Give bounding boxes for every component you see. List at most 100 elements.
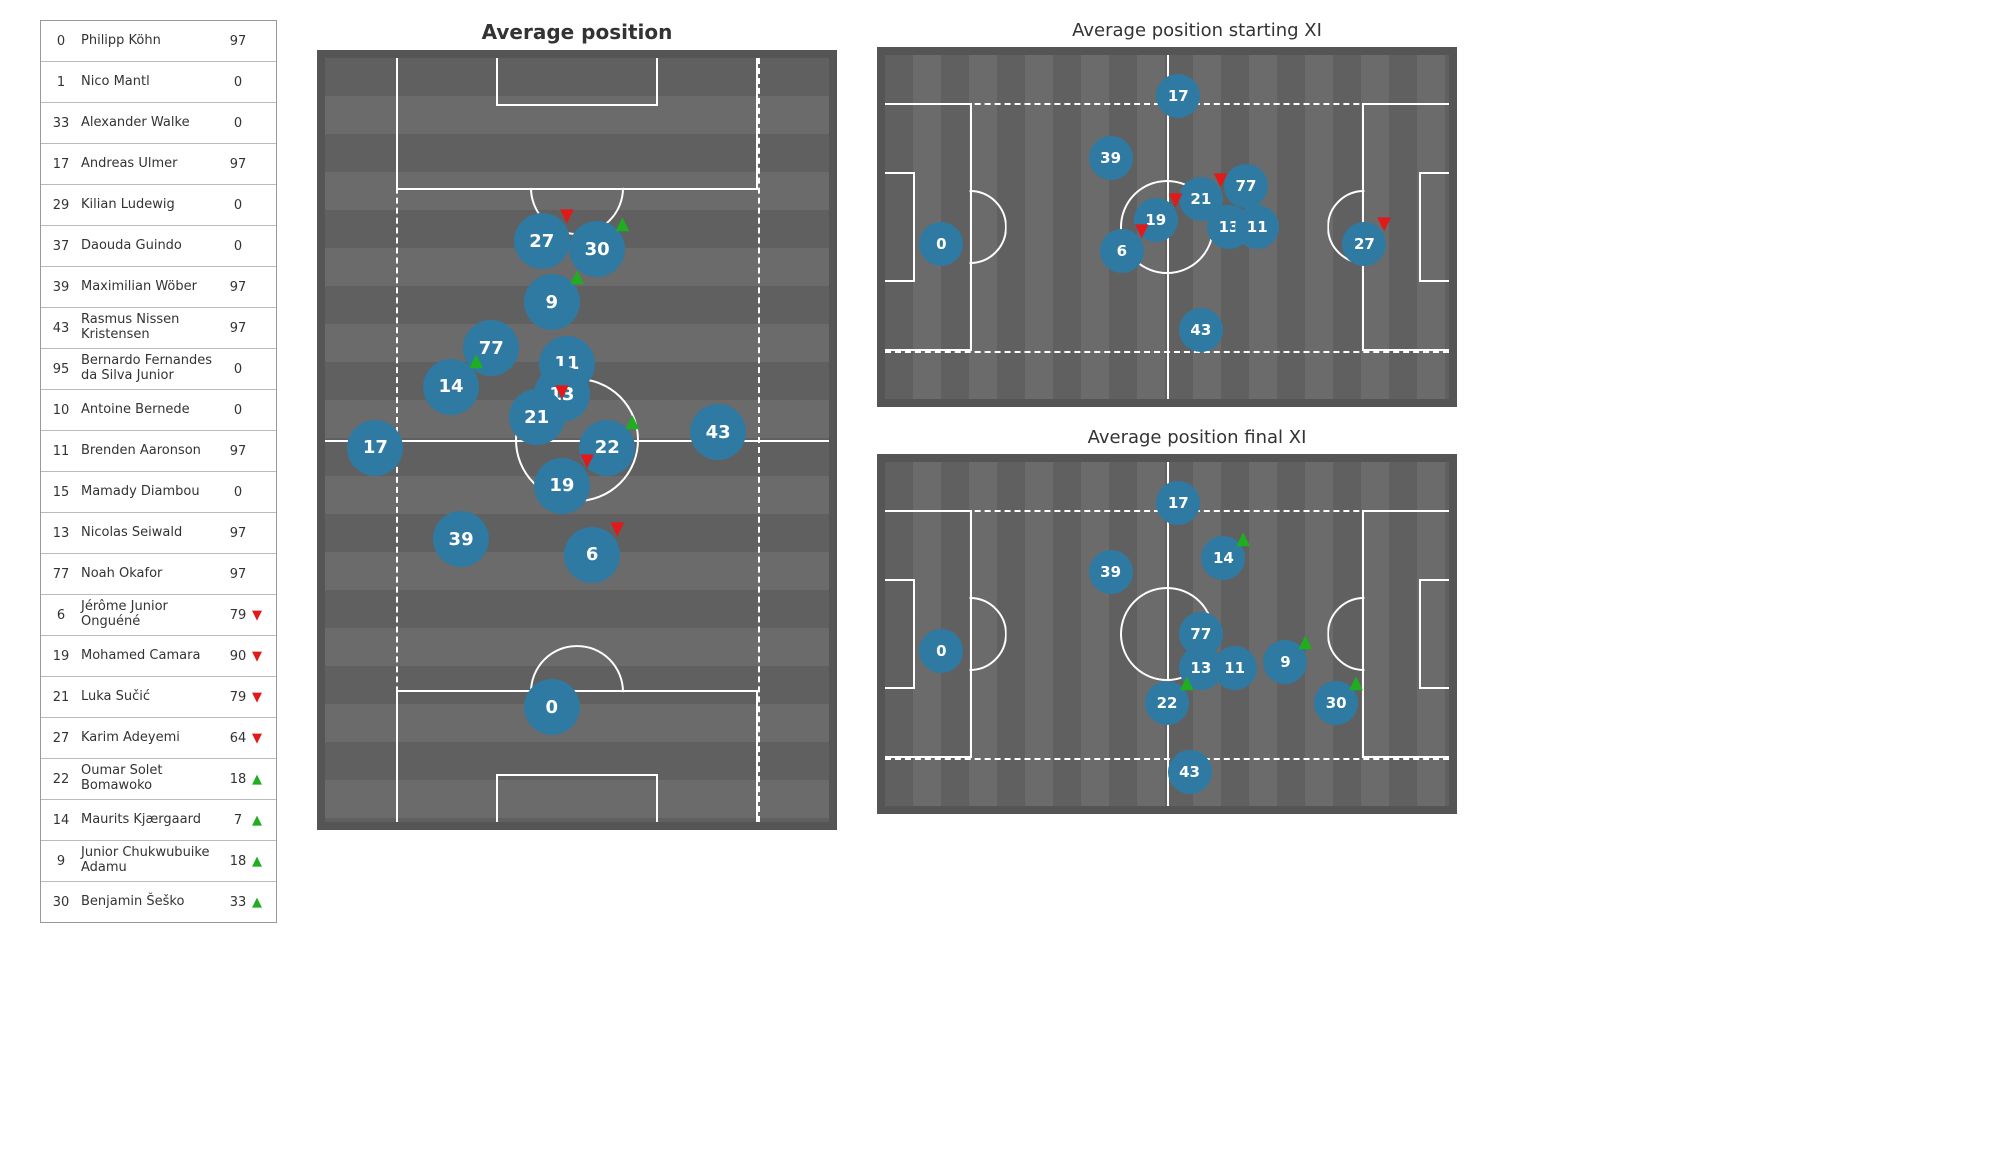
roster-row: 95Bernardo Fernandes da Silva Junior0 bbox=[41, 349, 276, 390]
player-node: 17 bbox=[347, 420, 403, 476]
goal-top bbox=[537, 53, 618, 58]
roster-row: 27Karim Adeyemi64▼ bbox=[41, 718, 276, 759]
roster-row: 0Philipp Köhn97 bbox=[41, 21, 276, 62]
roster-cell-arrow: ▼ bbox=[252, 731, 270, 746]
roster-row: 29Kilian Ludewig0 bbox=[41, 185, 276, 226]
player-node: 39 bbox=[433, 511, 489, 567]
roster-cell-name: Junior Chukwubuike Adamu bbox=[75, 846, 224, 876]
player-node: 43 bbox=[1168, 750, 1212, 794]
player-node: 0 bbox=[919, 222, 963, 266]
roster-row: 22Oumar Solet Bomawoko18▲ bbox=[41, 759, 276, 800]
roster-row: 43Rasmus Nissen Kristensen97 bbox=[41, 308, 276, 349]
roster-cell-number: 9 bbox=[47, 854, 75, 869]
roster-row: 15Mamady Diambou0 bbox=[41, 472, 276, 513]
roster-cell-name: Oumar Solet Bomawoko bbox=[75, 764, 224, 794]
player-node: 43 bbox=[690, 404, 746, 460]
player-node: 0 bbox=[919, 629, 963, 673]
player-node: 11 bbox=[1213, 646, 1257, 690]
roster-row: 14Maurits Kjærgaard7▲ bbox=[41, 800, 276, 841]
arrow-up-icon: ▲ bbox=[1298, 633, 1312, 651]
roster-cell-name: Andreas Ulmer bbox=[75, 157, 224, 172]
roster-row: 77Noah Okafor97 bbox=[41, 554, 276, 595]
player-node: 39 bbox=[1089, 136, 1133, 180]
main-chart-title: Average position bbox=[317, 20, 837, 44]
roster-cell-minutes: 0 bbox=[224, 239, 252, 254]
roster-cell-arrow: ▼ bbox=[252, 649, 270, 664]
roster-row: 39Maximilian Wöber97 bbox=[41, 267, 276, 308]
starting-pitch: 017397721▼19▼13116▼27▼43 bbox=[877, 47, 1457, 407]
arrow-up-icon: ▲ bbox=[252, 854, 262, 869]
roster-cell-name: Bernardo Fernandes da Silva Junior bbox=[75, 354, 224, 384]
roster-row: 13Nicolas Seiwald97 bbox=[41, 513, 276, 554]
roster-cell-name: Alexander Walke bbox=[75, 116, 224, 131]
roster-cell-number: 19 bbox=[47, 649, 75, 664]
roster-cell-number: 77 bbox=[47, 567, 75, 582]
main-chart-column: Average position 27▼30▲9▲771114▲1321▼431… bbox=[317, 20, 837, 830]
player-node: 17 bbox=[1156, 74, 1200, 118]
arrow-down-icon: ▼ bbox=[252, 649, 262, 664]
goal-left bbox=[880, 199, 885, 254]
roster-cell-minutes: 0 bbox=[224, 198, 252, 213]
roster-cell-name: Mamady Diambou bbox=[75, 485, 224, 500]
roster-cell-name: Daouda Guindo bbox=[75, 239, 224, 254]
roster-cell-name: Kilian Ludewig bbox=[75, 198, 224, 213]
roster-cell-name: Jérôme Junior Onguéné bbox=[75, 600, 224, 630]
player-node: 17 bbox=[1156, 481, 1200, 525]
arrow-down-icon: ▼ bbox=[252, 731, 262, 746]
dashed-line bbox=[885, 351, 1449, 353]
roster-cell-name: Luka Sučić bbox=[75, 690, 224, 705]
roster-row: 1Nico Mantl0 bbox=[41, 62, 276, 103]
roster-row: 17Andreas Ulmer97 bbox=[41, 144, 276, 185]
roster-cell-number: 0 bbox=[47, 34, 75, 49]
roster-cell-minutes: 97 bbox=[224, 157, 252, 172]
roster-cell-name: Nico Mantl bbox=[75, 75, 224, 90]
arrow-up-icon: ▲ bbox=[252, 772, 262, 787]
roster-cell-number: 39 bbox=[47, 280, 75, 295]
side-charts-column: Average position starting XI 017397721▼1… bbox=[877, 20, 1517, 814]
arrow-down-icon: ▼ bbox=[580, 452, 594, 470]
roster-cell-minutes: 97 bbox=[224, 526, 252, 541]
goal-right bbox=[1449, 606, 1454, 661]
dashed-line bbox=[758, 58, 760, 822]
six-yard-box-bottom bbox=[496, 774, 657, 822]
roster-row: 33Alexander Walke0 bbox=[41, 103, 276, 144]
roster-row: 21Luka Sučić79▼ bbox=[41, 677, 276, 718]
roster-cell-minutes: 97 bbox=[224, 280, 252, 295]
roster-cell-minutes: 0 bbox=[224, 485, 252, 500]
arrow-down-icon: ▼ bbox=[610, 520, 624, 538]
final-chart: Average position final XI 0173914▲771311… bbox=[877, 427, 1517, 814]
starting-chart-title: Average position starting XI bbox=[877, 20, 1517, 41]
arrow-down-icon: ▼ bbox=[1377, 215, 1391, 233]
roster-cell-number: 6 bbox=[47, 608, 75, 623]
starting-chart: Average position starting XI 017397721▼1… bbox=[877, 20, 1517, 407]
arrow-up-icon: ▲ bbox=[469, 352, 483, 370]
goal-bottom bbox=[537, 822, 618, 827]
roster-cell-number: 27 bbox=[47, 731, 75, 746]
roster-row: 37Daouda Guindo0 bbox=[41, 226, 276, 267]
arrow-down-icon: ▼ bbox=[1214, 171, 1228, 189]
arrow-up-icon: ▲ bbox=[626, 413, 640, 431]
six-yard-box-top bbox=[496, 58, 657, 106]
roster-row: 10Antoine Bernede0 bbox=[41, 390, 276, 431]
arrow-down-icon: ▼ bbox=[560, 207, 574, 225]
roster-cell-number: 1 bbox=[47, 75, 75, 90]
roster-row: 9Junior Chukwubuike Adamu18▲ bbox=[41, 841, 276, 882]
final-chart-title: Average position final XI bbox=[877, 427, 1517, 448]
roster-cell-number: 10 bbox=[47, 403, 75, 418]
arrow-up-icon: ▲ bbox=[252, 895, 262, 910]
roster-cell-number: 17 bbox=[47, 157, 75, 172]
roster-cell-number: 22 bbox=[47, 772, 75, 787]
roster-cell-minutes: 97 bbox=[224, 567, 252, 582]
roster-cell-name: Philipp Köhn bbox=[75, 34, 224, 49]
six-yard-box-left bbox=[885, 172, 915, 282]
goal-left bbox=[880, 606, 885, 661]
roster-cell-arrow: ▲ bbox=[252, 895, 270, 910]
roster-cell-arrow: ▼ bbox=[252, 690, 270, 705]
arrow-down-icon: ▼ bbox=[252, 608, 262, 623]
roster-cell-name: Maximilian Wöber bbox=[75, 280, 224, 295]
roster-cell-number: 33 bbox=[47, 116, 75, 131]
roster-cell-arrow: ▲ bbox=[252, 813, 270, 828]
roster-table: 0Philipp Köhn971Nico Mantl033Alexander W… bbox=[40, 20, 277, 923]
roster-cell-number: 37 bbox=[47, 239, 75, 254]
roster-row: 11Brenden Aaronson97 bbox=[41, 431, 276, 472]
